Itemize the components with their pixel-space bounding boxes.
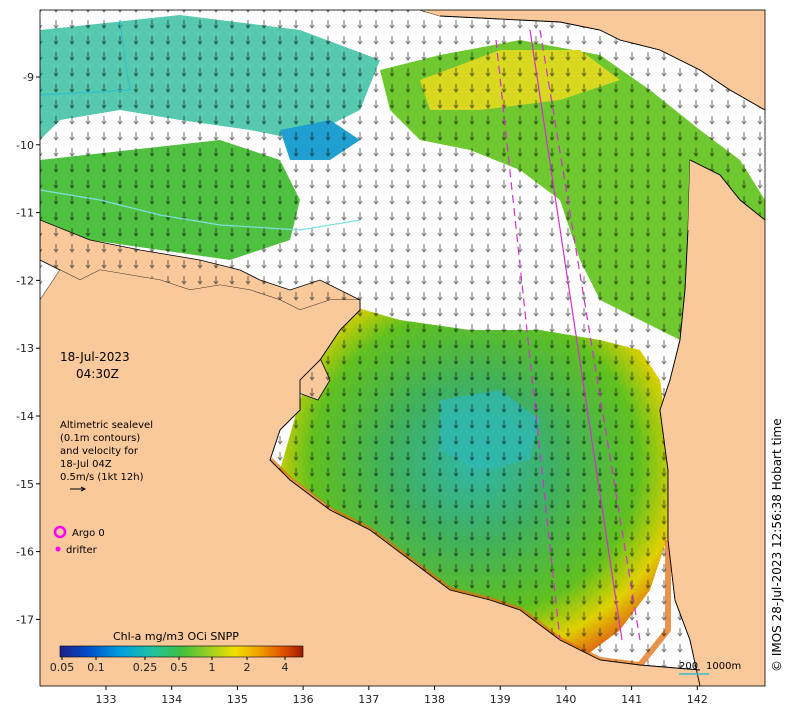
lat-tick-label: -10 [16,139,34,152]
argo-label: Argo 0 [72,528,105,539]
lat-tick-label: -14 [16,410,34,423]
scale-contour [40,19,131,96]
date-label: 18-Jul-2023 [60,350,130,364]
lon-tick-label: 142 [687,693,708,706]
colorbar-tick-label: 0.25 [133,661,158,674]
lon-tick-label: 133 [96,693,117,706]
lon-tick-label: 140 [555,693,576,706]
altimetry-line-5: 0.5m/s (1kt 12h) [60,472,144,483]
longitude-axis: 133 134 135 136 137 138 139 140 141 142 [96,686,708,706]
lon-tick-label: 137 [358,693,379,706]
altimetry-line-1: Altimetric sealevel [60,420,153,431]
lat-tick-label: -13 [16,342,34,355]
lat-tick-label: -12 [16,274,34,287]
altimetry-line-4: 18-Jul 04Z [60,459,112,470]
colorbar-tick-label: 0.5 [170,661,188,674]
satellite-tracks [495,29,641,641]
drifter-label: drifter [66,545,98,556]
credit-text: © IMOS 28-Jul-2023 12:56:38 Hobart time [770,418,784,672]
colorbar-gradient [59,645,304,658]
colorbar-tick-label: 4 [282,661,289,674]
bathymetry-contour [40,189,361,231]
altimetry-legend: Altimetric sealevel (0.1m contours) and … [60,420,153,492]
lon-tick-label: 134 [161,693,182,706]
altimetry-line-2: (0.1m contours) [60,433,140,444]
lon-tick-label: 139 [490,693,511,706]
scale-label-large: 1000m [706,661,741,672]
lat-tick-label: -15 [16,478,34,491]
colorbar-tick-label: 0.1 [87,661,105,674]
lat-tick-label: -9 [23,71,34,84]
colorbar-tick-label: 1 [209,661,216,674]
lat-tick-label: -11 [16,207,34,220]
colorbar-tick-label: 0.05 [50,661,75,674]
lat-tick-label: -16 [16,546,34,559]
lon-tick-label: 136 [293,693,314,706]
scale-bar: 200 1000m [679,661,741,675]
argo-marker-icon [53,525,67,539]
scale-label-small: 200 [679,661,698,672]
time-label: 04:30Z [76,367,119,381]
altimetry-line-3: and velocity for [60,446,139,457]
latitude-axis: -9 -10 -11 -12 -13 -14 -15 -16 -17 [16,71,40,626]
lon-tick-label: 141 [621,693,642,706]
lon-tick-label: 135 [227,693,248,706]
lon-tick-label: 138 [424,693,445,706]
colorbar-tick-label: 2 [244,661,251,674]
colorbar: Chl-a mg/m3 OCi SNPP 0.05 0.1 0.25 0.5 1 2 4 [50,630,304,674]
colorbar-title: Chl-a mg/m3 OCi SNPP [113,630,239,643]
lat-tick-label: -17 [16,613,34,626]
velocity-reference-arrow-icon [70,486,87,492]
drifter-marker-icon [55,546,61,552]
